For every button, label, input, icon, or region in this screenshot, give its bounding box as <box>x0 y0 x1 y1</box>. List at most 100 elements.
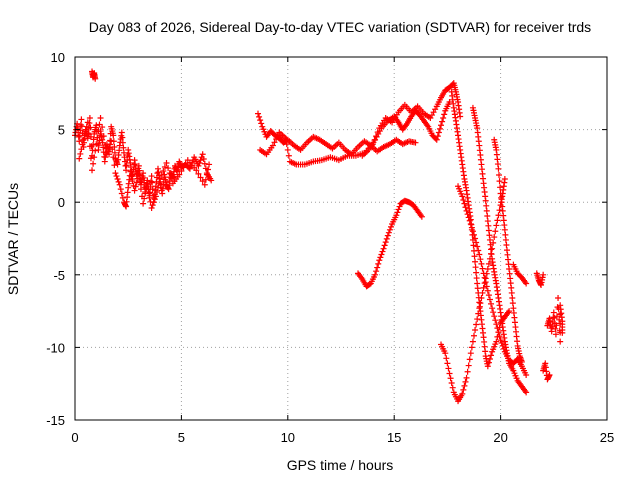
plus-marker <box>92 75 99 82</box>
plus-marker <box>494 217 501 224</box>
plus-marker <box>93 141 100 148</box>
plus-marker <box>110 154 117 161</box>
plus-marker <box>464 211 471 218</box>
plus-marker <box>92 147 99 154</box>
trace-k <box>469 104 530 396</box>
plus-marker <box>203 171 210 178</box>
plus-marker <box>482 197 489 204</box>
x-tick-label: 25 <box>600 430 614 445</box>
plus-marker <box>463 207 470 214</box>
plus-marker <box>559 329 566 336</box>
plus-marker <box>285 152 292 159</box>
plus-marker <box>473 321 480 328</box>
plus-marker <box>79 141 86 148</box>
plus-marker <box>258 120 265 127</box>
plus-marker <box>99 124 106 131</box>
plus-marker <box>379 248 386 255</box>
plus-marker <box>85 131 92 138</box>
plus-marker <box>503 242 510 249</box>
plus-marker <box>459 390 466 397</box>
plus-marker <box>90 136 97 143</box>
plus-marker <box>149 179 156 186</box>
plus-marker <box>76 155 83 162</box>
plus-marker <box>443 355 450 362</box>
plus-marker <box>496 178 503 185</box>
plus-marker <box>489 245 496 252</box>
plus-marker <box>149 202 156 209</box>
plus-marker <box>394 209 401 216</box>
plus-marker <box>480 284 487 291</box>
plus-marker <box>444 360 451 367</box>
plus-marker <box>84 119 91 126</box>
plus-marker <box>550 309 557 316</box>
plus-marker <box>495 165 502 172</box>
plus-marker <box>465 214 472 221</box>
plus-marker <box>441 111 448 118</box>
plus-marker <box>438 122 445 129</box>
plus-marker <box>97 114 104 121</box>
plus-marker <box>100 133 107 140</box>
plus-marker <box>498 340 505 347</box>
plus-marker <box>165 165 172 172</box>
trace-g <box>355 197 425 290</box>
plus-marker <box>156 180 163 187</box>
plus-marker <box>269 142 276 149</box>
plus-marker <box>117 186 124 193</box>
plus-marker <box>523 280 530 287</box>
plus-marker <box>163 159 170 166</box>
y-tick-label: -5 <box>53 268 65 283</box>
plus-marker <box>271 139 278 146</box>
plus-marker <box>469 338 476 345</box>
x-tick-label: 15 <box>387 430 401 445</box>
plus-marker <box>145 186 152 193</box>
plus-marker <box>466 356 473 363</box>
plus-marker <box>195 162 202 169</box>
plus-marker <box>553 313 560 320</box>
plus-marker <box>546 371 553 378</box>
plus-marker <box>87 124 94 131</box>
plus-marker <box>486 296 493 303</box>
plus-marker <box>80 136 87 143</box>
plus-marker <box>158 171 165 178</box>
plus-marker <box>442 350 449 357</box>
plus-marker <box>435 129 442 136</box>
plus-marker <box>462 204 469 211</box>
plus-marker <box>488 300 495 307</box>
plus-marker <box>123 167 130 174</box>
plus-marker <box>132 183 139 190</box>
plus-marker <box>148 178 155 185</box>
plus-marker <box>157 175 164 182</box>
plus-marker <box>95 128 102 135</box>
plus-marker <box>395 206 402 213</box>
plus-marker <box>384 232 391 239</box>
y-tick-label: 10 <box>51 50 65 65</box>
plus-marker <box>119 194 126 201</box>
plus-marker <box>197 157 204 164</box>
trace-c <box>89 68 99 82</box>
plus-marker <box>140 200 147 207</box>
plus-marker <box>196 159 203 166</box>
plus-marker <box>119 139 126 146</box>
plus-marker <box>472 264 479 271</box>
trace-f <box>359 99 453 159</box>
plus-marker <box>197 174 204 181</box>
plus-marker <box>484 212 491 219</box>
plus-marker <box>418 213 425 220</box>
plus-marker <box>86 143 93 150</box>
x-axis-label: GPS time / hours <box>287 457 394 473</box>
plus-marker <box>492 228 499 235</box>
plus-marker <box>540 271 547 278</box>
plus-marker <box>90 160 97 167</box>
plus-marker <box>494 325 501 332</box>
plus-marker <box>144 180 151 187</box>
plus-marker <box>153 189 160 196</box>
plus-marker <box>439 118 446 125</box>
plus-marker <box>488 352 495 359</box>
plus-marker <box>160 167 167 174</box>
plus-marker <box>103 151 110 158</box>
plus-marker <box>493 321 500 328</box>
plus-marker <box>283 141 290 148</box>
plus-marker <box>492 317 499 324</box>
plus-marker <box>481 280 488 287</box>
plus-marker <box>193 167 200 174</box>
